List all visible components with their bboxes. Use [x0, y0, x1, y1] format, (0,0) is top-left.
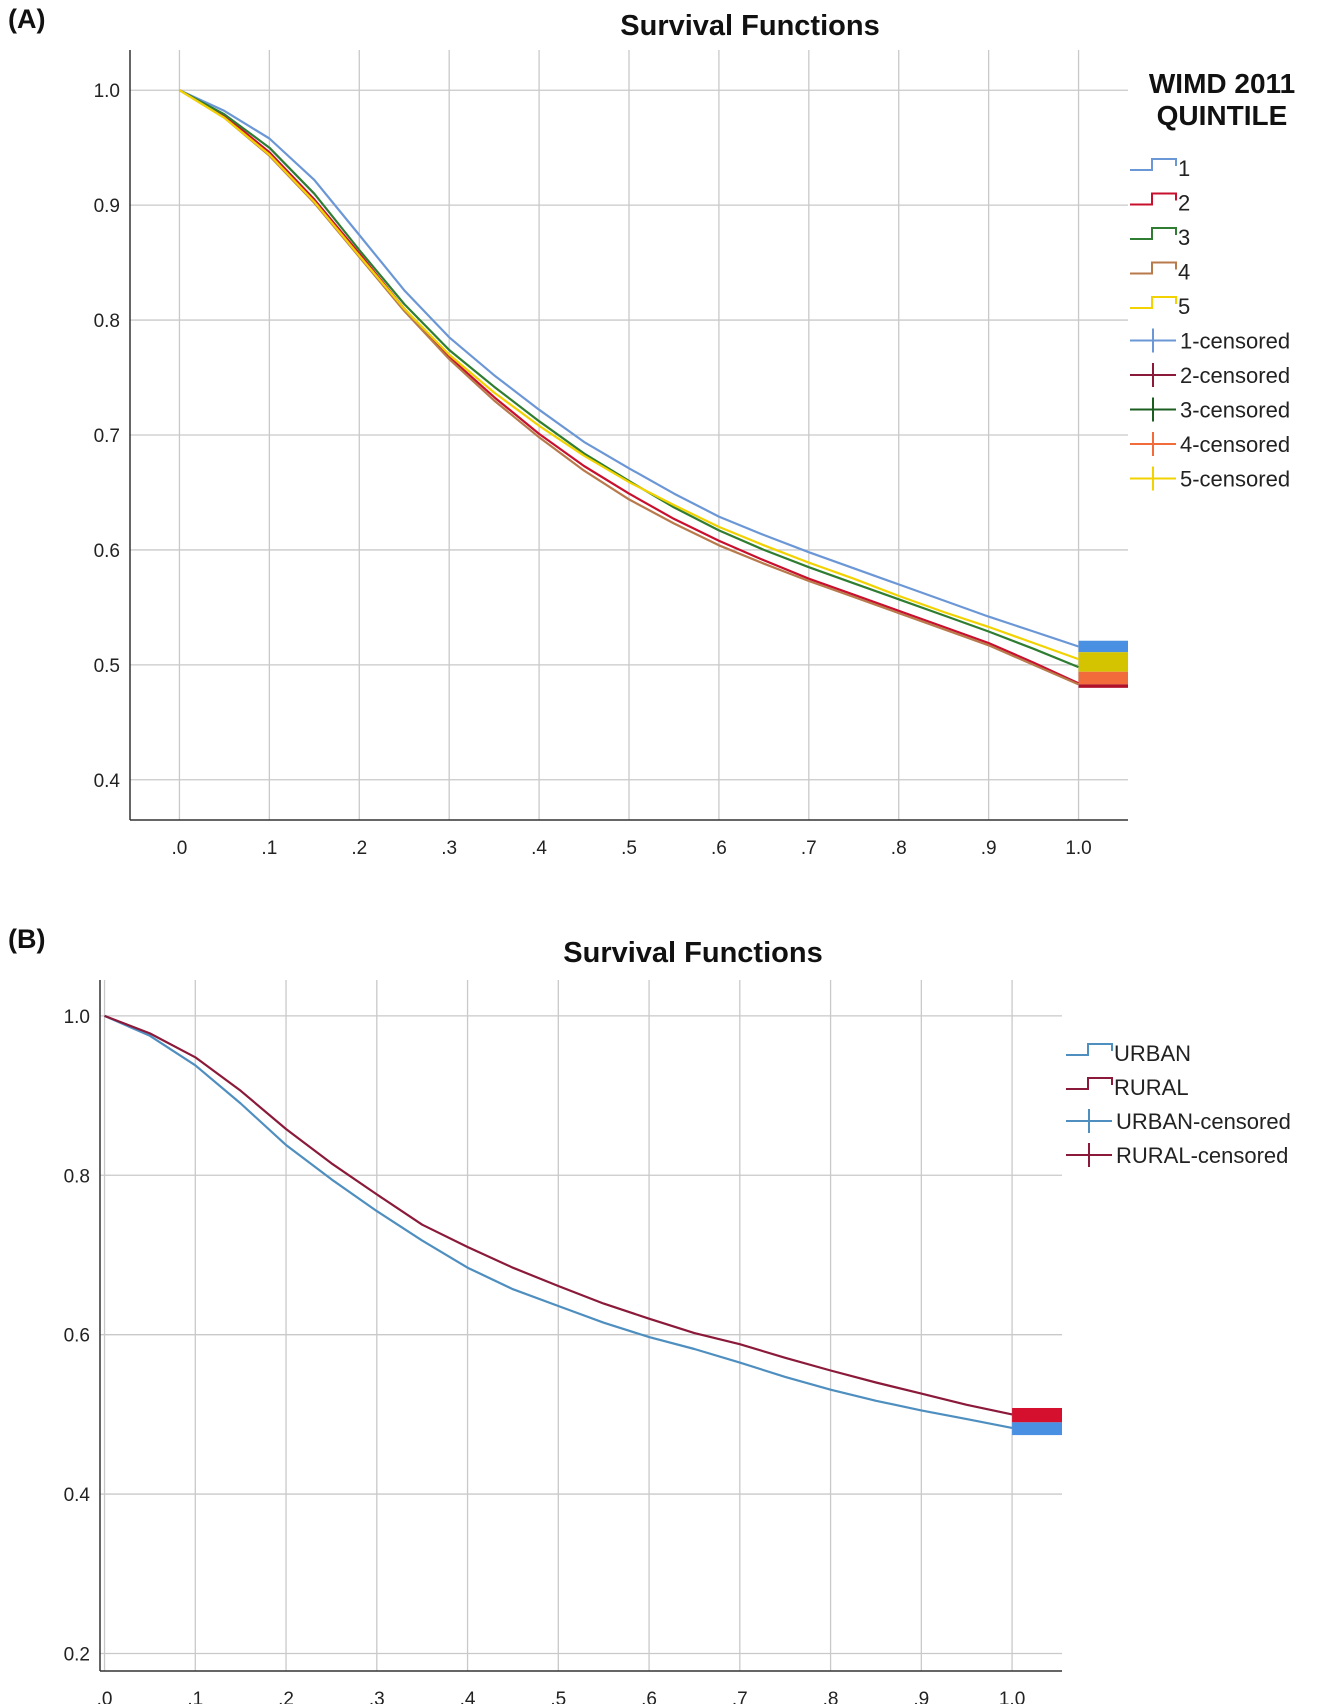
x-tick-label: 1.0	[1065, 838, 1091, 859]
legend-label: URBAN	[1114, 1041, 1191, 1066]
censored-marks-block	[1078, 640, 1128, 653]
x-tick-label: .8	[891, 838, 907, 859]
x-tick-label: .3	[441, 838, 457, 859]
y-tick-label: 0.5	[94, 656, 120, 677]
legend-label: 1	[1178, 156, 1190, 181]
chart-panel-a: (A) Survival Functions .0 .1 .2 .3 .4 .5 .6 .7 .8…	[8, 4, 1296, 859]
x-tick-label: .4	[460, 1689, 476, 1704]
x-tick-label: .9	[981, 838, 997, 859]
x-tick-label: .8	[823, 1689, 839, 1704]
legend-title: WIMD 2011	[1149, 68, 1295, 99]
censored-marks-block	[1012, 1407, 1062, 1423]
legend-step-symbol	[1130, 296, 1177, 309]
y-tick-label: 1.0	[94, 81, 120, 102]
legend-label: 4	[1178, 260, 1190, 285]
legend-label: RURAL	[1114, 1075, 1189, 1100]
series-line-urban	[104, 1014, 1013, 1429]
y-tick-label: 0.4	[64, 1485, 91, 1506]
y-tick-label: 0.2	[64, 1644, 90, 1665]
y-tick-label: 0.4	[94, 771, 121, 792]
x-tick-label: .4	[531, 838, 547, 859]
legend-label: 3	[1178, 225, 1190, 250]
legend-label: URBAN-censored	[1116, 1109, 1291, 1134]
censored-marks-block	[1078, 671, 1128, 685]
x-tick-label: .2	[351, 838, 367, 859]
x-tick-label: .9	[913, 1689, 929, 1704]
legend-label: 3-censored	[1180, 398, 1290, 423]
panel-label-b: (B)	[8, 924, 46, 954]
series-line-5	[178, 89, 1079, 661]
x-tick-label: .0	[97, 1689, 113, 1704]
x-tick-label: .7	[801, 838, 817, 859]
y-tick-label: 0.6	[64, 1326, 90, 1347]
x-tick-label: .1	[261, 838, 277, 859]
chart-panel-b: (B) Survival Functions .0 .1 .2 .3 .4 .5 .6 .7 .8…	[0, 920, 1330, 1704]
legend-step-symbol	[1130, 192, 1177, 206]
legend-label: 2-censored	[1180, 363, 1290, 388]
x-tick-label: .3	[369, 1689, 385, 1704]
chart-title: Survival Functions	[620, 10, 879, 42]
censored-marks-block	[1078, 652, 1128, 672]
y-tick-label: 0.8	[64, 1166, 90, 1187]
censored-marks-block	[1078, 684, 1128, 688]
chart-title: Survival Functions	[563, 937, 822, 969]
legend-label: 2	[1178, 191, 1190, 216]
x-tick-label: .6	[641, 1689, 657, 1704]
series-line-1	[179, 89, 1079, 648]
survival-chart-b: Survival Functions .0 .1 .2 .3 .4 .5 .6 .7 .8 .9 1.…	[64, 937, 1291, 1704]
x-tick-label: .7	[732, 1689, 748, 1704]
y-tick-label: 0.8	[94, 311, 120, 332]
legend-label: 4-censored	[1180, 432, 1290, 457]
x-tick-label: .0	[172, 838, 188, 859]
legend-step-symbol	[1130, 261, 1177, 275]
legend-label: 5-censored	[1180, 467, 1290, 492]
legend-label: 1-censored	[1180, 329, 1290, 354]
x-tick-label: .2	[278, 1689, 294, 1704]
y-tick-label: 1.0	[64, 1007, 90, 1028]
y-tick-label: 0.7	[94, 426, 120, 447]
series-line-2	[178, 89, 1079, 685]
survival-chart-a: Survival Functions .0 .1 .2 .3 .4 .5 .6 .7 .8 .9 1.…	[94, 10, 1296, 859]
x-tick-label: 1.0	[999, 1689, 1025, 1704]
legend-step-symbol	[1130, 227, 1177, 240]
panel-label-a: (A)	[8, 4, 46, 34]
legend-title: QUINTILE	[1157, 100, 1288, 131]
x-tick-label: .5	[550, 1689, 566, 1704]
y-tick-label: 0.9	[94, 196, 120, 217]
legend-label: RURAL-censored	[1116, 1143, 1288, 1168]
series-line-rural	[104, 1014, 1013, 1416]
legend-label: 5	[1178, 294, 1190, 319]
x-tick-label: .1	[187, 1689, 203, 1704]
x-tick-label: .5	[621, 838, 637, 859]
x-tick-label: .6	[711, 838, 727, 859]
legend-step-symbol	[1130, 158, 1177, 171]
censored-marks-block	[1012, 1422, 1062, 1436]
y-tick-label: 0.6	[94, 541, 120, 562]
legend-step-symbol	[1066, 1077, 1113, 1090]
legend-step-symbol	[1066, 1043, 1113, 1056]
